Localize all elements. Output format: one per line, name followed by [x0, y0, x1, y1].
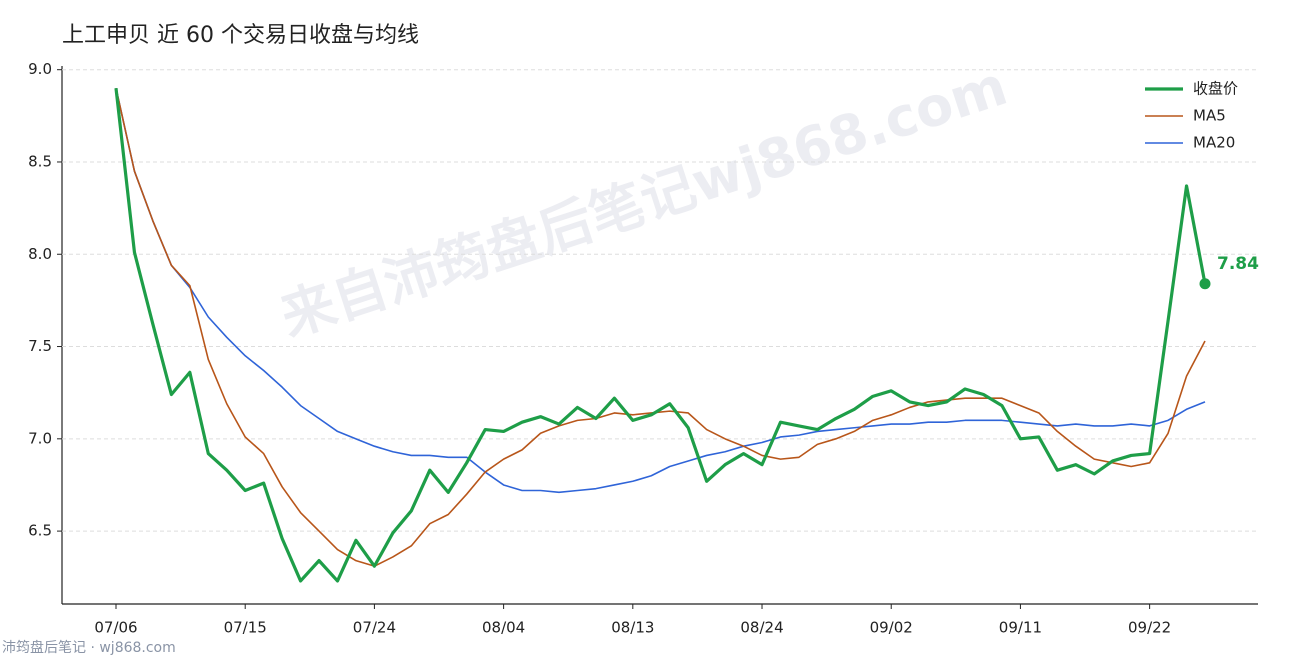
x-tick-label: 09/11 [999, 619, 1042, 637]
legend-label: MA20 [1193, 134, 1235, 152]
x-tick-label: 07/06 [94, 619, 137, 637]
series-line [115, 87, 1206, 494]
x-tick-label: 08/04 [482, 619, 525, 637]
x-tick-label: 07/15 [224, 619, 267, 637]
watermark: 来自沛筠盘后笔记wj868.com [273, 54, 1014, 348]
series-line [115, 87, 1206, 567]
y-tick-label: 6.5 [28, 522, 52, 540]
y-tick-label: 9.0 [28, 60, 52, 78]
x-tick-label: 09/22 [1128, 619, 1171, 637]
y-tick-label: 7.0 [28, 429, 52, 447]
legend-label: 收盘价 [1193, 80, 1238, 98]
series-line [114, 87, 1207, 583]
y-tick-label: 8.0 [28, 245, 52, 263]
y-tick-label: 7.5 [28, 337, 52, 355]
x-tick-label: 08/24 [740, 619, 783, 637]
last-value-label: 7.84 [1217, 254, 1259, 274]
y-tick-label: 8.5 [28, 152, 52, 170]
legend-label: MA5 [1193, 107, 1226, 125]
x-tick-label: 09/02 [870, 619, 913, 637]
footer: 沛筠盘后笔记 · wj868.com [2, 639, 176, 656]
x-tick-label: 08/13 [611, 619, 654, 637]
x-tick-label: 07/24 [353, 619, 396, 637]
last-point [1199, 278, 1211, 290]
chart-title: 上工申贝 近 60 个交易日收盘与均线 [62, 23, 419, 48]
